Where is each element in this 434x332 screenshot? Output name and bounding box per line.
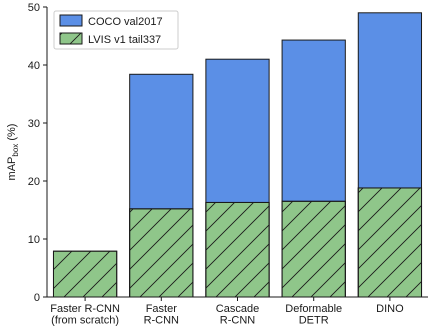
y-axis-label: mAPbox (%) [6,124,20,181]
legend: COCO val2017 LVIS v1 tail337 [53,10,179,50]
x-tick-label: DINO [376,303,404,315]
x-tick-label: R-CNN [144,315,179,327]
y-axis-ticks: 0 10 20 30 40 50 [28,2,47,304]
y-tick-label: 30 [28,118,40,130]
legend-swatch-0 [59,14,83,27]
legend-box [53,10,179,50]
y-tick-label: 40 [28,60,40,72]
y-tick-label: 10 [28,234,40,246]
x-axis-ticks: Faster R-CNN(from scratch)FasterR-CNNCas… [50,297,404,327]
y-axis-label-main: mAP [6,157,18,181]
legend-label-1: LVIS v1 tail337 [88,34,161,46]
y-tick-label: 50 [28,2,40,14]
bars [52,12,423,298]
bar-lvis-1-hatch [129,208,194,298]
x-tick-label: R-CNN [220,315,255,327]
x-tick-label: (from scratch) [51,315,119,327]
bar-lvis-4-hatch [357,187,423,298]
legend-label-0: COCO val2017 [88,16,163,28]
bar-lvis-3-hatch [281,200,346,298]
x-tick-label: Faster [146,303,178,315]
bar-lvis-2-hatch [205,201,270,298]
y-axis-label-subscript: box [11,144,20,157]
x-tick-label: DETR [299,315,329,327]
bar-lvis-0-hatch [52,250,118,298]
y-tick-label: 20 [28,176,40,188]
x-tick-label: Faster R-CNN [50,303,120,315]
x-tick-label: Cascade [216,303,259,315]
y-tick-label: 0 [34,292,40,304]
x-tick-label: Deformable [285,303,342,315]
legend-swatch-hatch-1 [59,32,83,45]
y-axis-label-suffix: (%) [6,124,18,144]
